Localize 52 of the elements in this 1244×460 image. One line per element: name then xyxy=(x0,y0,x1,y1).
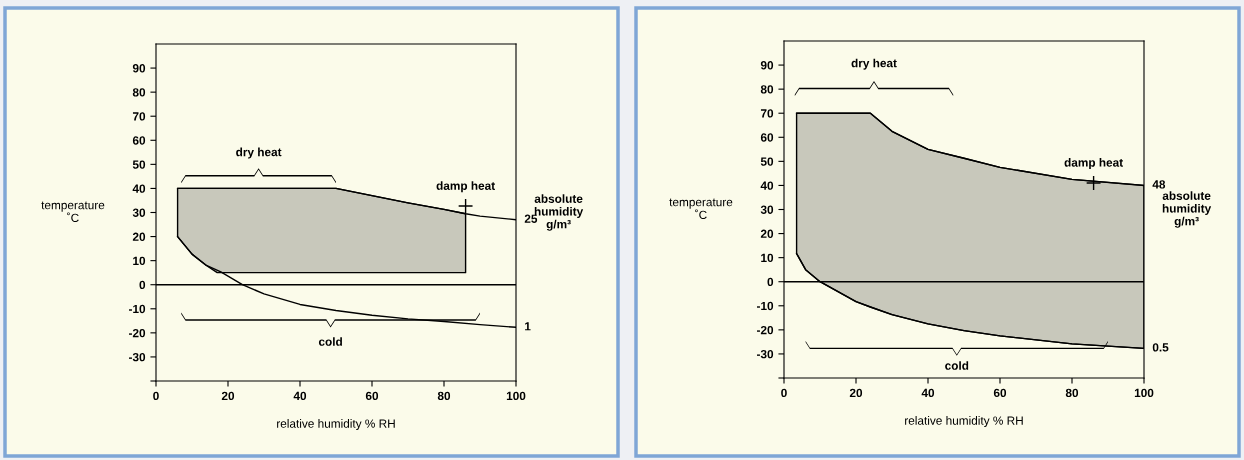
y-tick-label: 0 xyxy=(767,277,774,287)
series-label: 0.5 xyxy=(1152,343,1169,352)
y-tick-label: 50 xyxy=(760,157,774,166)
y-tick-label: 10 xyxy=(761,253,774,263)
y-tick-label: 70 xyxy=(132,112,146,121)
x-tick-label: 80 xyxy=(1065,388,1079,398)
y-tick-label: 30 xyxy=(760,205,774,214)
x-tick-label: 20 xyxy=(849,388,863,398)
series-label: 48 xyxy=(1152,180,1166,189)
y-tick-label: 40 xyxy=(760,181,774,190)
y-tick-label: 80 xyxy=(132,88,146,97)
y-tick-label: 50 xyxy=(132,160,146,169)
y-tick-label: -10 xyxy=(756,301,774,311)
text: absolute humidity g/m³ xyxy=(1162,191,1212,228)
y-axis-title: temperature ˚C xyxy=(669,198,733,220)
x-tick-label: 100 xyxy=(1134,388,1154,398)
y-tick-label: 90 xyxy=(760,61,774,70)
y-axis-title: temperature ˚C xyxy=(41,201,105,223)
annotation: cold xyxy=(945,361,969,370)
annotation: dry heat xyxy=(236,147,282,159)
x-tick-label: 40 xyxy=(293,391,307,401)
y-tick-label: 10 xyxy=(133,256,146,266)
y-tick-label: -10 xyxy=(128,304,146,314)
y-tick-label: 60 xyxy=(132,136,146,145)
y-tick-label: -20 xyxy=(756,325,774,335)
y-tick-label: 40 xyxy=(132,184,146,193)
y-tick-label: -30 xyxy=(756,349,774,359)
y-tick-label: -30 xyxy=(128,352,146,362)
annotation: cold xyxy=(318,337,342,346)
x-tick-label: 60 xyxy=(365,391,379,401)
x-tick-label: 100 xyxy=(506,391,526,401)
x-tick-label: 60 xyxy=(993,388,1007,398)
y-tick-label: 90 xyxy=(132,64,146,73)
x-tick-label: 20 xyxy=(221,391,235,401)
y-tick-label: 80 xyxy=(760,85,774,94)
y-tick-label: -20 xyxy=(128,328,146,338)
annotation: dry heat xyxy=(851,58,897,70)
y-tick-label: 30 xyxy=(132,208,146,217)
x-tick-label: 40 xyxy=(921,388,935,398)
y-tick-label: 60 xyxy=(760,133,774,142)
y-tick-label: 20 xyxy=(132,232,146,241)
x-tick-label: 0 xyxy=(781,388,787,398)
x-axis-title: relative humidity % RH xyxy=(277,419,395,431)
series-label: 1 xyxy=(525,322,531,331)
y-tick-label: 20 xyxy=(760,229,774,238)
x-axis-title: relative humidity % RH xyxy=(905,416,1023,428)
y-tick-label: 70 xyxy=(760,109,774,118)
annotation: damp heat xyxy=(436,181,495,193)
y-tick-label: 0 xyxy=(139,280,146,290)
x-tick-label: 0 xyxy=(153,391,159,401)
x-tick-label: 80 xyxy=(437,391,451,401)
annotation: damp heat xyxy=(1064,158,1123,170)
